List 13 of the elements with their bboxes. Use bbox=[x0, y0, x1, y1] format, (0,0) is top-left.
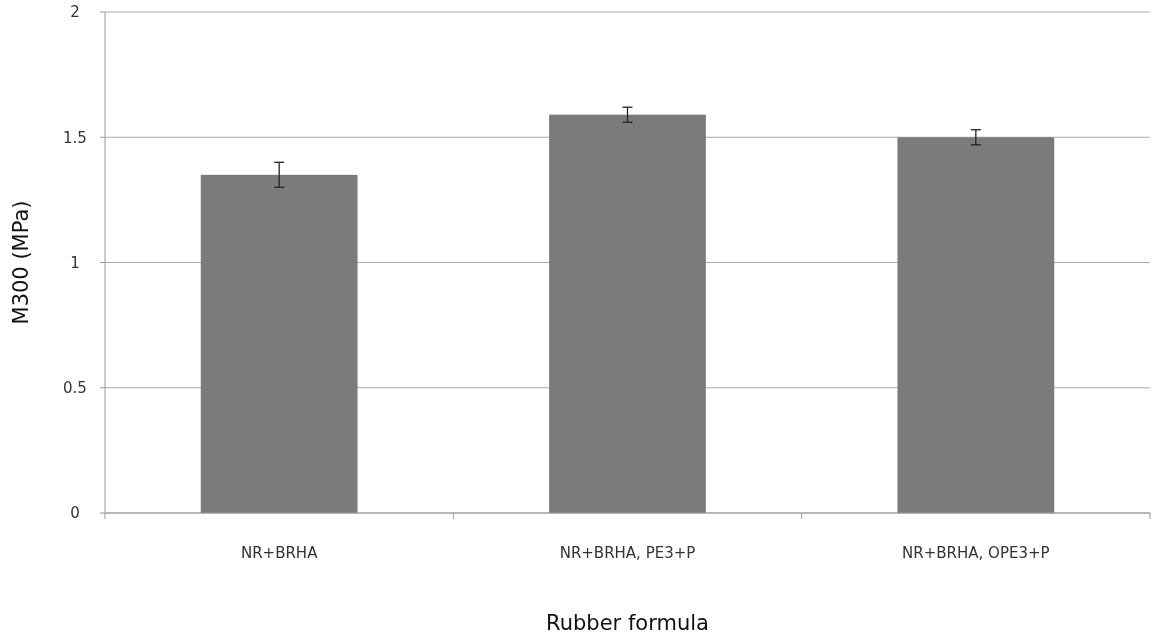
y-tick-label: 1.5 bbox=[63, 128, 87, 147]
x-tick-label: NR+BRHA, PE3+P bbox=[559, 544, 696, 562]
bar bbox=[897, 137, 1055, 513]
x-tick-label: NR+BRHA, OPE3+P bbox=[902, 544, 1050, 562]
y-tick-label: 0.5 bbox=[63, 379, 87, 397]
bar bbox=[200, 174, 358, 513]
x-axis-title: Rubber formula bbox=[546, 611, 709, 635]
x-tick-label: NR+BRHA bbox=[240, 544, 319, 562]
y-tick-label: 2 bbox=[70, 3, 80, 22]
y-tick-label: 0 bbox=[70, 504, 80, 523]
y-tick-label: 1 bbox=[70, 253, 80, 272]
y-axis-title: M300 (MPa) bbox=[9, 200, 33, 325]
bar bbox=[549, 114, 706, 513]
